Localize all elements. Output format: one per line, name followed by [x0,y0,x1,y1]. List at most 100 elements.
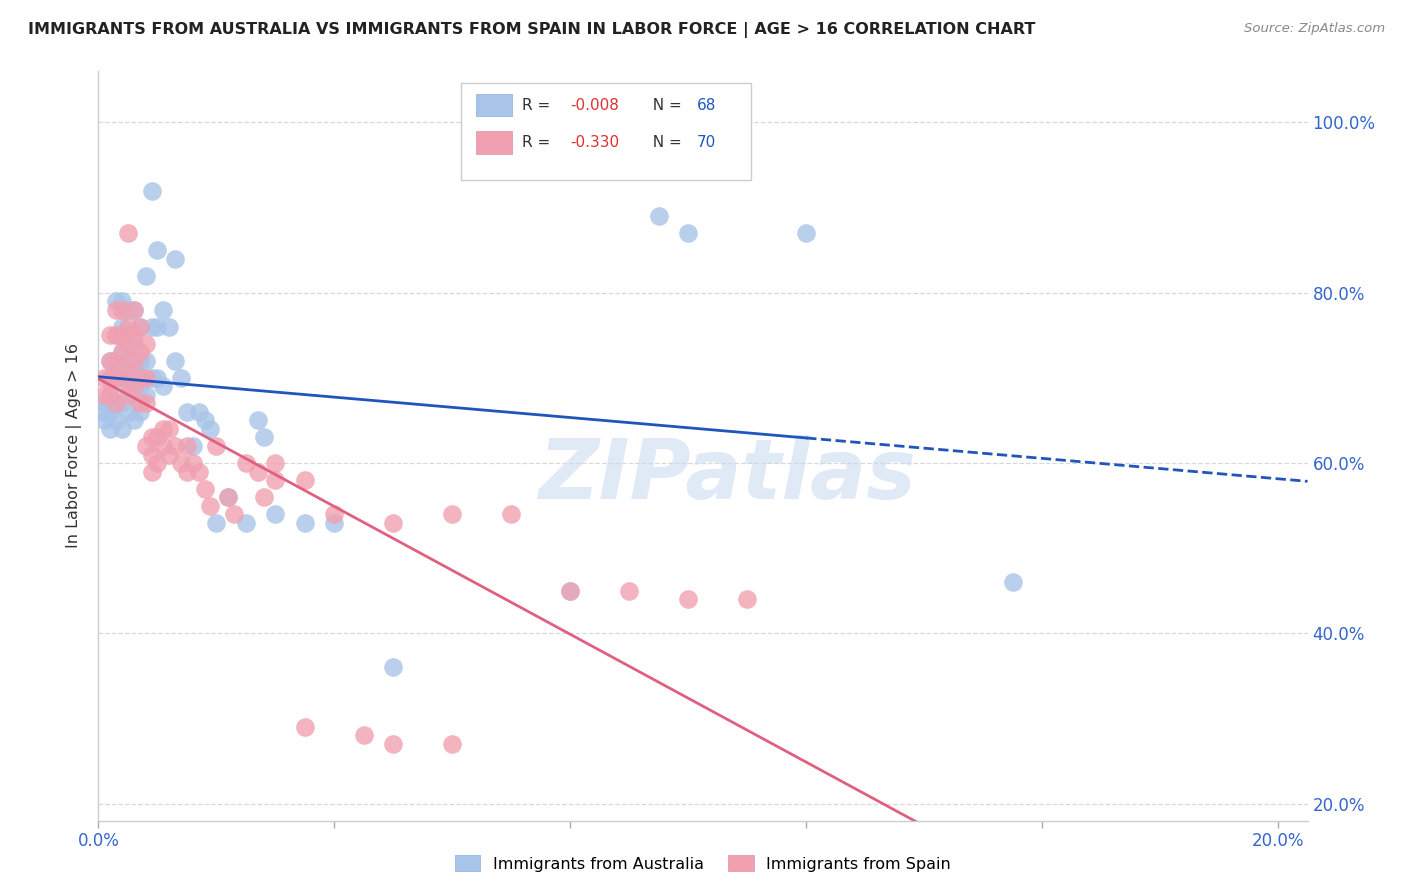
Point [141,371,163,385]
Point [441,737,464,751]
Point [157,319,180,334]
Point [157,448,180,462]
Text: 70: 70 [697,135,716,150]
Point [128,396,150,410]
Point [135,371,157,385]
Point [117,302,139,317]
Point [146,371,169,385]
Point [111,345,134,359]
Point [141,184,163,198]
Point [205,516,228,530]
Point [98,371,121,385]
Point [678,226,700,240]
Point [152,422,174,436]
Point [165,439,187,453]
Point [128,371,150,385]
Point [382,516,405,530]
Point [194,482,217,496]
Point [111,371,134,385]
Point [560,583,582,598]
Point [235,516,257,530]
Point [135,439,157,453]
Point [735,592,758,607]
Point [105,413,128,427]
Text: R =: R = [522,135,555,150]
Point [353,729,375,743]
Point [111,328,134,343]
Point [560,583,582,598]
Point [294,516,316,530]
Legend: Immigrants from Australia, Immigrants from Spain: Immigrants from Australia, Immigrants fr… [447,847,959,880]
Point [93,388,115,402]
Point [200,422,222,436]
Point [105,302,128,317]
Point [98,328,121,343]
Point [441,507,464,521]
Point [98,354,121,368]
Point [648,209,671,223]
Point [135,396,157,410]
Point [105,294,128,309]
Text: -0.330: -0.330 [569,135,619,150]
Point [181,456,204,470]
Point [170,456,193,470]
Point [176,465,198,479]
Point [128,319,150,334]
Text: 68: 68 [697,97,716,112]
Point [111,371,134,385]
Point [141,319,163,334]
Point [111,319,134,334]
FancyBboxPatch shape [475,94,512,116]
FancyBboxPatch shape [461,83,751,180]
Point [678,592,700,607]
Point [294,720,316,734]
Point [170,371,193,385]
Point [217,490,239,504]
Point [122,362,145,376]
Point [111,294,134,309]
Y-axis label: In Labor Force | Age > 16: In Labor Force | Age > 16 [66,343,83,549]
Point [146,430,169,444]
Point [146,456,169,470]
Point [128,379,150,393]
Point [122,328,145,343]
Point [323,516,346,530]
Text: N =: N = [643,135,686,150]
Point [501,507,523,521]
Point [1001,575,1024,590]
Point [181,439,204,453]
FancyBboxPatch shape [475,131,512,153]
Point [152,302,174,317]
Point [105,396,128,410]
Point [128,405,150,419]
Point [200,499,222,513]
Point [141,448,163,462]
Point [117,328,139,343]
Point [165,252,187,266]
Point [93,396,115,410]
Text: R =: R = [522,97,555,112]
Text: ZIPatlas: ZIPatlas [538,435,917,516]
Point [122,302,145,317]
Point [194,413,217,427]
Point [105,371,128,385]
Point [152,379,174,393]
Point [146,243,169,257]
Point [117,226,139,240]
Point [98,405,121,419]
Point [98,422,121,436]
Point [128,319,150,334]
Point [117,379,139,393]
Point [105,354,128,368]
Point [122,354,145,368]
Point [105,396,128,410]
Point [264,456,287,470]
Point [176,439,198,453]
Point [98,371,121,385]
Text: IMMIGRANTS FROM AUSTRALIA VS IMMIGRANTS FROM SPAIN IN LABOR FORCE | AGE > 16 COR: IMMIGRANTS FROM AUSTRALIA VS IMMIGRANTS … [28,22,1035,38]
Point [141,465,163,479]
Point [93,405,115,419]
Point [146,319,169,334]
Point [111,302,134,317]
Point [382,737,405,751]
